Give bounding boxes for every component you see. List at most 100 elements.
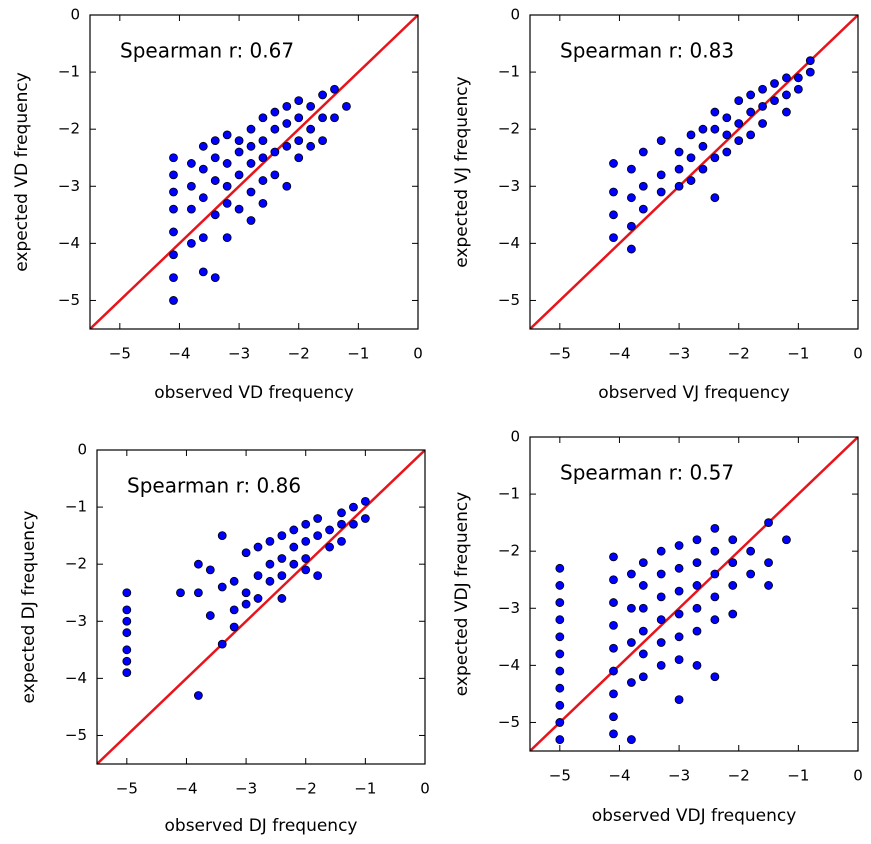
point — [609, 621, 618, 630]
point — [169, 187, 178, 197]
point — [229, 622, 239, 632]
point — [656, 569, 666, 579]
point — [674, 181, 684, 191]
point — [169, 296, 178, 305]
point — [306, 124, 316, 134]
point — [710, 124, 720, 134]
point — [193, 588, 203, 598]
point — [294, 136, 304, 146]
point — [555, 735, 565, 744]
point — [793, 84, 803, 94]
point — [122, 616, 132, 626]
annotation: Spearman r: 0.86 — [127, 474, 301, 498]
point — [609, 575, 618, 585]
point — [277, 554, 287, 563]
y-tick-label: −1 — [498, 63, 520, 81]
point — [698, 164, 708, 174]
y-tick-label: −1 — [65, 498, 87, 516]
point — [746, 130, 756, 140]
point — [318, 136, 327, 146]
point — [210, 136, 220, 146]
point — [638, 147, 648, 157]
point — [674, 586, 684, 596]
point — [306, 141, 316, 151]
point — [234, 204, 244, 214]
annotation: Spearman r: 0.83 — [560, 39, 734, 63]
y-axis-label: expected VDJ frequency — [452, 492, 472, 697]
y-axis-label: expected DJ frequency — [19, 511, 39, 704]
point — [656, 136, 666, 146]
point — [265, 536, 275, 546]
point — [222, 233, 232, 243]
x-tick-label: −1 — [354, 780, 376, 798]
point — [360, 514, 370, 523]
point — [626, 603, 636, 613]
axes-frame — [96, 449, 426, 765]
point — [270, 107, 280, 117]
point — [555, 598, 565, 607]
point — [313, 531, 323, 541]
point — [198, 193, 208, 203]
point — [246, 159, 256, 168]
point — [686, 153, 696, 163]
axes-frame — [89, 14, 419, 330]
point — [722, 147, 732, 157]
point — [656, 592, 666, 602]
point — [692, 603, 702, 613]
point — [638, 672, 648, 682]
point — [246, 141, 256, 151]
axes-frame — [529, 14, 859, 330]
point — [265, 576, 275, 586]
point — [734, 136, 744, 146]
point — [728, 535, 738, 545]
point — [734, 96, 744, 106]
point — [337, 508, 346, 518]
point — [210, 176, 220, 185]
point — [270, 147, 280, 157]
point — [246, 187, 256, 197]
point — [758, 101, 767, 111]
point — [656, 170, 666, 180]
point — [710, 615, 720, 625]
point — [277, 571, 287, 580]
point — [609, 552, 618, 562]
point — [169, 250, 178, 260]
x-tick-label: −3 — [668, 767, 690, 785]
point — [217, 582, 227, 592]
y-tick-label: −2 — [65, 555, 87, 573]
point — [222, 181, 232, 191]
axes-frame — [529, 436, 859, 752]
point — [764, 581, 773, 590]
point — [169, 170, 178, 180]
point — [222, 130, 232, 140]
y-tick-label: 0 — [510, 6, 520, 24]
point — [265, 559, 275, 569]
point — [289, 525, 299, 535]
point — [301, 565, 311, 575]
x-tick-label: −3 — [668, 345, 690, 363]
y-tick-label: −3 — [498, 599, 520, 617]
point — [674, 655, 684, 665]
point — [258, 176, 268, 185]
point — [241, 548, 251, 558]
point — [722, 113, 732, 123]
point — [246, 124, 256, 134]
point — [360, 496, 370, 506]
point — [555, 581, 565, 590]
point — [686, 130, 696, 140]
point — [555, 718, 565, 727]
point — [638, 603, 648, 613]
point — [253, 542, 263, 552]
point — [609, 187, 618, 197]
point — [626, 164, 636, 174]
point — [609, 233, 618, 243]
point — [656, 187, 666, 197]
point — [301, 536, 311, 546]
point — [349, 519, 358, 529]
point — [198, 233, 208, 243]
point — [692, 535, 702, 545]
x-tick-label: −4 — [168, 345, 190, 363]
point — [609, 666, 618, 676]
point — [674, 563, 684, 573]
point — [728, 581, 738, 590]
